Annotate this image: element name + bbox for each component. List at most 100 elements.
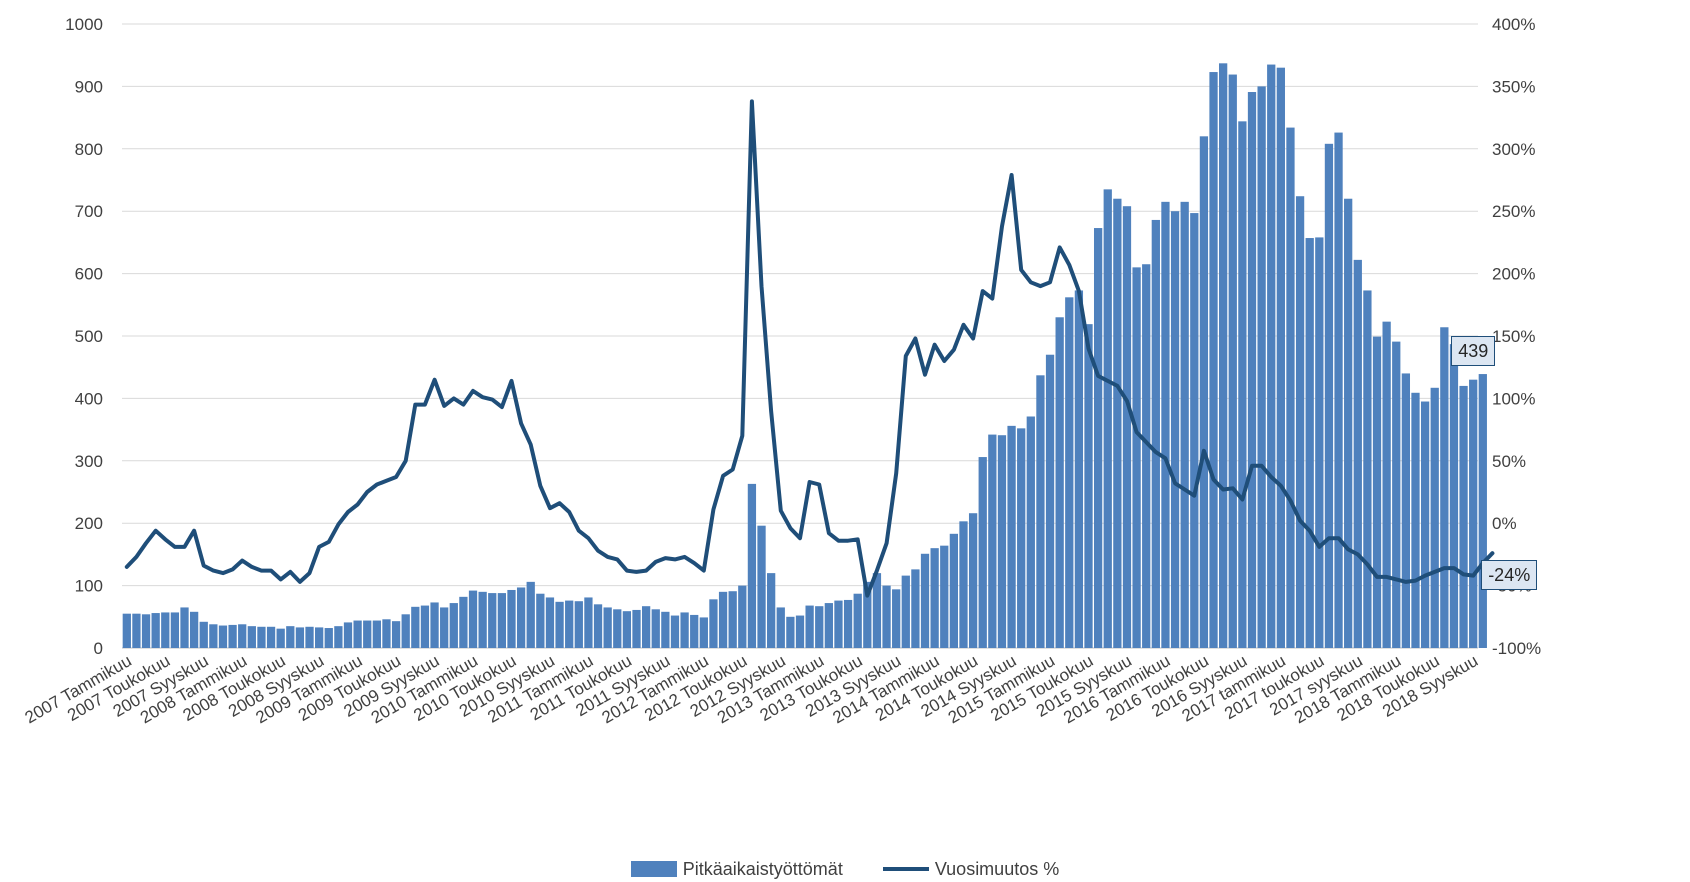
bar: [468, 590, 478, 648]
bar: [978, 457, 987, 648]
bar: [266, 626, 276, 648]
bar: [1334, 132, 1343, 649]
bar: [940, 545, 949, 648]
bar: [641, 606, 651, 648]
bar: [1430, 387, 1439, 648]
legend-swatch-line: [882, 867, 929, 871]
bar: [545, 597, 555, 648]
legend-item-bars[interactable]: Pitkäaikaistyöttömät: [630, 858, 843, 880]
bar: [478, 591, 487, 648]
bar: [199, 621, 208, 648]
bar: [382, 619, 391, 648]
bar: [1411, 392, 1420, 648]
bar: [1478, 374, 1487, 648]
bar: [997, 435, 1007, 648]
y-left-tick-label: 0: [94, 639, 103, 658]
bar: [1257, 86, 1266, 648]
bar: [1420, 401, 1430, 648]
bar: [1161, 201, 1170, 648]
bar: [593, 604, 603, 648]
bar: [305, 626, 314, 648]
bar: [1247, 92, 1257, 649]
bar: [1401, 373, 1411, 648]
bar: [1093, 228, 1103, 648]
bar: [1074, 290, 1084, 648]
bar: [1103, 189, 1112, 649]
bar: [872, 573, 882, 648]
bar: [247, 626, 256, 648]
bar: [440, 607, 449, 648]
bar: [555, 601, 564, 648]
bar: [1170, 211, 1180, 648]
bar: [363, 620, 372, 648]
bar: [1324, 143, 1334, 649]
bar: [161, 612, 170, 648]
bar: [911, 569, 920, 648]
bar: [151, 613, 160, 648]
chart-legend: Pitkäaikaistyöttömät Vuosimuutos %: [0, 856, 1690, 882]
legend-item-line[interactable]: Vuosimuutos %: [882, 858, 1060, 880]
bar: [690, 614, 699, 648]
bar: [1113, 198, 1122, 648]
bar: [892, 589, 901, 648]
bar-value-callout: 439: [1451, 335, 1496, 366]
bar: [776, 607, 785, 648]
bar: [459, 596, 468, 648]
bar: [632, 609, 641, 648]
bar: [747, 483, 757, 648]
bar: [1382, 321, 1391, 648]
bar: [132, 613, 141, 648]
bar: [420, 605, 430, 648]
bar: [238, 624, 247, 648]
y-left-tick-label: 900: [75, 77, 103, 96]
bar: [411, 606, 420, 648]
bar: [1372, 336, 1382, 648]
bar: [1228, 74, 1237, 648]
y-left-tick-label: 400: [75, 389, 103, 408]
legend-label-line: Vuosimuutos %: [934, 858, 1060, 879]
bar: [738, 585, 747, 648]
legend-label-bars: Pitkäaikaistyöttömät: [682, 858, 843, 879]
bar: [334, 626, 343, 648]
bar: [343, 622, 353, 648]
bar: [1036, 375, 1045, 648]
bar: [853, 593, 862, 648]
bar: [1286, 127, 1295, 649]
bar: [353, 620, 362, 648]
bar: [670, 615, 680, 648]
y-left-tick-label: 700: [75, 202, 103, 221]
y-right-tick-label: 350%: [1492, 77, 1535, 96]
bar: [189, 611, 199, 648]
y-right-tick-label: 400%: [1492, 15, 1535, 34]
bar: [603, 607, 612, 648]
bar: [1392, 341, 1401, 648]
bar: [1132, 267, 1141, 648]
bar: [1084, 324, 1093, 648]
bar: [507, 589, 516, 648]
bar: [584, 597, 593, 648]
bar: [1469, 379, 1478, 648]
line-value-callout: -24%: [1481, 559, 1538, 590]
bar: [959, 521, 968, 648]
y-left-tick-label: 100: [75, 577, 103, 596]
bar: [536, 593, 545, 648]
bar: [228, 624, 237, 648]
bar: [1209, 72, 1218, 649]
y-right-tick-label: 50%: [1492, 452, 1526, 471]
y-right-tick-label: 150%: [1492, 327, 1535, 346]
bar: [1151, 219, 1160, 648]
legend-swatch-bars: [630, 861, 677, 877]
bar: [1122, 206, 1132, 648]
bar: [1315, 237, 1324, 648]
bar: [718, 591, 728, 648]
y-left-tick-label: 500: [75, 327, 103, 346]
bar: [1353, 259, 1362, 648]
bar: [488, 593, 497, 648]
y-right-tick-label: 250%: [1492, 202, 1535, 221]
bar: [699, 617, 708, 648]
bar: [324, 628, 333, 648]
bar: [834, 600, 843, 648]
y-right-tick-label: 100%: [1492, 389, 1535, 408]
bar: [805, 605, 814, 648]
